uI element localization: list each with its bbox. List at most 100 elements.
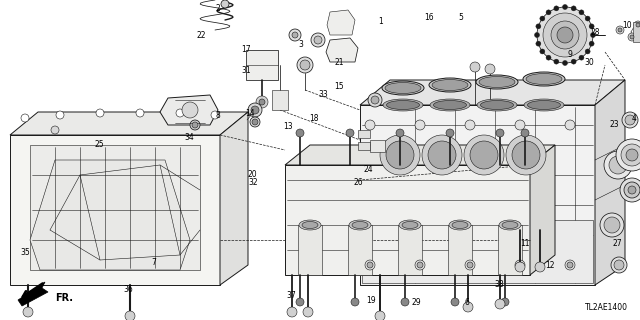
- Text: 16: 16: [424, 13, 434, 22]
- Circle shape: [563, 60, 568, 66]
- Circle shape: [259, 99, 265, 105]
- Ellipse shape: [502, 221, 518, 228]
- Ellipse shape: [524, 99, 564, 111]
- Text: 14: 14: [244, 109, 255, 118]
- Circle shape: [415, 120, 425, 130]
- Circle shape: [303, 307, 313, 317]
- Circle shape: [51, 126, 59, 134]
- Ellipse shape: [449, 220, 471, 230]
- Circle shape: [521, 129, 529, 137]
- Circle shape: [136, 109, 144, 117]
- Polygon shape: [160, 95, 218, 125]
- Text: 30: 30: [584, 58, 594, 67]
- Polygon shape: [498, 225, 522, 275]
- Circle shape: [248, 103, 262, 117]
- Text: 6: 6: [465, 298, 470, 307]
- Circle shape: [536, 24, 541, 29]
- Polygon shape: [220, 112, 248, 285]
- Text: 9: 9: [567, 50, 572, 59]
- Text: 26: 26: [353, 178, 364, 187]
- Ellipse shape: [383, 99, 423, 111]
- Circle shape: [543, 13, 587, 57]
- Text: 35: 35: [20, 248, 31, 257]
- Circle shape: [289, 29, 301, 41]
- Text: 25: 25: [94, 140, 104, 148]
- Text: 8: 8: [215, 111, 220, 120]
- Text: 36: 36: [123, 285, 133, 294]
- Polygon shape: [10, 135, 220, 285]
- Circle shape: [465, 120, 475, 130]
- Polygon shape: [633, 22, 640, 42]
- Circle shape: [375, 311, 385, 320]
- Ellipse shape: [477, 99, 517, 111]
- Circle shape: [485, 64, 495, 74]
- Circle shape: [365, 260, 375, 270]
- Circle shape: [540, 16, 545, 21]
- Ellipse shape: [527, 100, 561, 109]
- Text: 32: 32: [248, 178, 258, 187]
- Text: 1: 1: [378, 17, 383, 26]
- Circle shape: [21, 114, 29, 122]
- Circle shape: [535, 262, 545, 272]
- Ellipse shape: [302, 221, 318, 228]
- Circle shape: [190, 120, 200, 130]
- Ellipse shape: [402, 221, 418, 228]
- Circle shape: [565, 120, 575, 130]
- Ellipse shape: [299, 220, 321, 230]
- Text: 17: 17: [241, 45, 252, 54]
- Circle shape: [211, 111, 219, 119]
- Circle shape: [585, 16, 590, 21]
- Polygon shape: [30, 160, 190, 270]
- Polygon shape: [10, 112, 248, 135]
- Circle shape: [611, 257, 627, 273]
- Ellipse shape: [399, 220, 421, 230]
- Circle shape: [517, 262, 523, 268]
- Circle shape: [622, 112, 638, 128]
- Circle shape: [571, 59, 576, 64]
- Ellipse shape: [476, 75, 518, 89]
- Circle shape: [346, 129, 354, 137]
- Polygon shape: [246, 50, 278, 80]
- Text: 18: 18: [309, 114, 318, 123]
- Polygon shape: [348, 225, 372, 275]
- Circle shape: [465, 260, 475, 270]
- Circle shape: [396, 129, 404, 137]
- Circle shape: [256, 96, 268, 108]
- Circle shape: [192, 122, 198, 128]
- Circle shape: [300, 60, 310, 70]
- Text: 12: 12: [546, 261, 555, 270]
- Polygon shape: [327, 10, 355, 35]
- Circle shape: [314, 36, 322, 44]
- Circle shape: [614, 260, 624, 270]
- Ellipse shape: [385, 83, 421, 93]
- Circle shape: [620, 178, 640, 202]
- Circle shape: [351, 298, 359, 306]
- Text: 28: 28: [591, 28, 600, 36]
- Circle shape: [589, 24, 594, 29]
- Circle shape: [604, 217, 620, 233]
- Circle shape: [579, 55, 584, 60]
- Circle shape: [585, 49, 590, 54]
- Circle shape: [515, 120, 525, 130]
- Polygon shape: [360, 105, 595, 285]
- Text: 27: 27: [612, 239, 623, 248]
- Circle shape: [616, 26, 624, 34]
- Circle shape: [537, 7, 593, 63]
- Ellipse shape: [429, 78, 471, 92]
- Text: 10: 10: [622, 21, 632, 30]
- Circle shape: [221, 0, 229, 8]
- Text: TL2AE1400: TL2AE1400: [585, 303, 628, 312]
- Circle shape: [536, 41, 541, 46]
- Text: 20: 20: [248, 170, 258, 179]
- Polygon shape: [362, 220, 593, 283]
- Circle shape: [368, 93, 382, 107]
- Circle shape: [428, 141, 456, 169]
- Circle shape: [311, 33, 325, 47]
- Circle shape: [567, 262, 573, 268]
- Circle shape: [600, 213, 624, 237]
- Polygon shape: [358, 130, 370, 138]
- Circle shape: [512, 141, 540, 169]
- Circle shape: [515, 262, 525, 272]
- Circle shape: [589, 41, 594, 46]
- Text: FR.: FR.: [55, 293, 73, 303]
